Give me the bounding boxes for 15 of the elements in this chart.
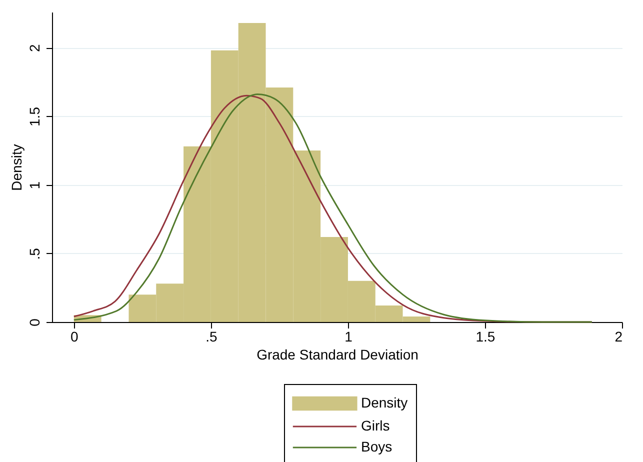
x-tick-label: 0 [70, 328, 79, 344]
y-tick-label: .5 [26, 248, 42, 260]
x-tick-label: 1 [344, 328, 353, 344]
x-tick-label: .5 [206, 328, 218, 344]
y-tick-label: 0 [26, 318, 42, 326]
legend-label: Boys [361, 438, 392, 454]
y-tick-label: 2 [26, 44, 42, 52]
x-tick-label: 2 [614, 328, 623, 344]
y-tick-label: 1.5 [26, 106, 42, 126]
y-axis-title: Density [8, 144, 24, 191]
legend-label: Density [361, 394, 408, 410]
x-axis-title: Grade Standard Deviation [256, 346, 418, 362]
x-tick-label: 1.5 [476, 328, 496, 344]
legend-label: Girls [361, 418, 390, 434]
y-tick-label: 1 [26, 181, 42, 190]
